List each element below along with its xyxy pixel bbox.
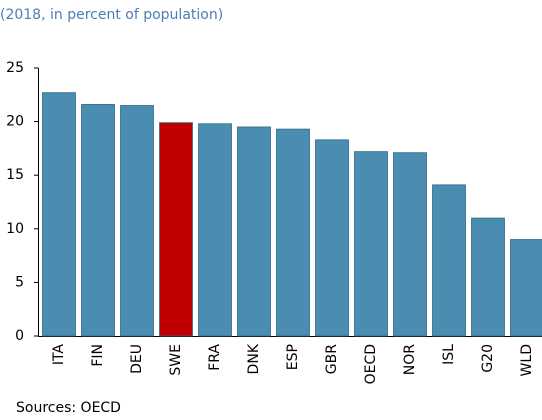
bar bbox=[393, 152, 427, 337]
x-tick-label: ISL bbox=[441, 344, 457, 365]
bar bbox=[198, 123, 232, 337]
x-tick-label: DEU bbox=[129, 344, 145, 374]
bar bbox=[471, 217, 505, 337]
x-tick-label: FIN bbox=[90, 344, 106, 367]
y-tick-label: 20 bbox=[6, 114, 24, 130]
bar bbox=[510, 239, 542, 337]
chart-subtitle: (2018, in percent of population) bbox=[0, 7, 223, 23]
bar bbox=[432, 184, 466, 337]
source-note: Sources: OECD bbox=[16, 400, 121, 416]
bar bbox=[354, 151, 388, 337]
y-tick-label: 25 bbox=[6, 60, 24, 76]
y-tick-label: 5 bbox=[15, 274, 24, 290]
bar bbox=[159, 122, 193, 337]
x-tick-label: ESP bbox=[285, 344, 301, 370]
bar bbox=[315, 139, 349, 337]
y-tick-label: 0 bbox=[15, 328, 24, 344]
y-tick-label: 10 bbox=[6, 221, 24, 237]
x-tick-label: GBR bbox=[324, 344, 340, 374]
bar bbox=[120, 105, 154, 337]
x-tick-label: FRA bbox=[207, 344, 223, 371]
bar bbox=[276, 128, 310, 337]
bar bbox=[237, 126, 271, 337]
x-tick-label: NOR bbox=[402, 344, 418, 375]
x-tick-label: G20 bbox=[480, 344, 496, 373]
x-tick-label: ITA bbox=[51, 344, 67, 366]
x-tick-label: OECD bbox=[363, 344, 379, 384]
x-tick-label: DNK bbox=[246, 343, 262, 374]
x-tick-label: SWE bbox=[168, 344, 184, 376]
bar bbox=[81, 104, 115, 337]
x-tick-label: WLD bbox=[519, 344, 535, 376]
y-tick-label: 15 bbox=[6, 167, 24, 183]
bar bbox=[42, 92, 76, 337]
